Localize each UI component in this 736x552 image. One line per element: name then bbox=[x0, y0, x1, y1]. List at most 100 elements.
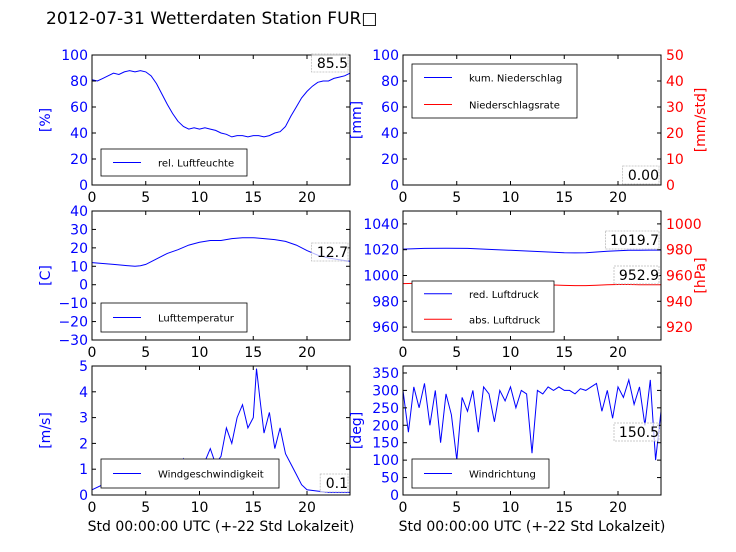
legend-label: kum. Niederschlag bbox=[469, 74, 562, 85]
y-axis-label-right: [mm/std] bbox=[693, 88, 709, 153]
legend-label: Windrichtung bbox=[469, 470, 536, 481]
y-tick-label: −20 bbox=[58, 315, 88, 331]
y-tick-label: 150 bbox=[372, 436, 399, 452]
legend-box bbox=[411, 63, 578, 119]
y-tick-label: 20 bbox=[381, 152, 399, 168]
legend: Windrichtung bbox=[411, 458, 550, 489]
y-tick-label: 100 bbox=[372, 48, 399, 64]
x-tick-label: 15 bbox=[244, 190, 262, 206]
y-tick-label: 100 bbox=[372, 453, 399, 469]
x-tick-label: 0 bbox=[399, 190, 408, 206]
legend: Windgeschwindigkeit bbox=[100, 458, 280, 489]
x-tick-label: 5 bbox=[452, 345, 461, 361]
y-tick-label-right: 960 bbox=[666, 269, 693, 285]
chart-panel-4: 0 5 10 15 20 960 980 1000 1020 1040 920 940 960 980 10… bbox=[363, 210, 709, 361]
y-axis-label: [deg] bbox=[349, 412, 365, 449]
legend: Lufttemperatur bbox=[100, 302, 248, 333]
chart-panel-1: 0 5 10 15 20 0 20 40 60 80 100 [%] rel. Luftfeuchte 8… bbox=[38, 48, 351, 206]
y-tick-label: 40 bbox=[381, 126, 399, 142]
x-tick-label: 0 bbox=[88, 345, 97, 361]
y-tick-label: 20 bbox=[70, 152, 88, 168]
current-value-label-box bbox=[622, 165, 660, 185]
x-axis-label: Std 00:00:00 UTC (+-22 Std Lokalzeit) bbox=[399, 519, 666, 535]
y-tick-label: 0 bbox=[390, 178, 399, 194]
x-tick-label: 20 bbox=[298, 500, 316, 516]
x-tick-label: 20 bbox=[298, 345, 316, 361]
legend-label: abs. Luftdruck bbox=[469, 315, 540, 326]
x-tick-label: 15 bbox=[555, 500, 573, 516]
y-tick-label: 200 bbox=[372, 418, 399, 434]
series-line-6-1 bbox=[403, 377, 661, 461]
current-value-label: 150.5 bbox=[619, 425, 659, 441]
y-tick-label: 60 bbox=[70, 100, 88, 116]
axes-frame bbox=[91, 54, 351, 186]
x-axis-label: Std 00:00:00 UTC (+-22 Std Lokalzeit) bbox=[88, 519, 355, 535]
axes-frame bbox=[402, 54, 662, 186]
y-tick-label: 5 bbox=[79, 359, 88, 375]
y-tick-label-right: 0 bbox=[666, 178, 675, 194]
x-tick-label: 20 bbox=[609, 345, 627, 361]
current-value-label: 1019.7 bbox=[610, 233, 659, 249]
x-tick-label: 10 bbox=[502, 345, 520, 361]
x-tick-label: 5 bbox=[452, 190, 461, 206]
current-value-label-box bbox=[319, 473, 349, 493]
y-tick-label: 0 bbox=[79, 178, 88, 194]
chart-panel-3: 0 5 10 15 20 −30 −20 −10 0 10 20 30 40 [C] Lufttempera… bbox=[38, 204, 351, 361]
y-tick-label: 1040 bbox=[363, 217, 399, 233]
current-value-label-box bbox=[311, 53, 349, 73]
x-tick-label: 0 bbox=[88, 500, 97, 516]
current-value-label-2: 952.9 bbox=[619, 268, 659, 284]
y-tick-label-right: 920 bbox=[666, 320, 693, 336]
y-tick-label-right: 20 bbox=[666, 126, 684, 142]
y-tick-label: 350 bbox=[372, 366, 399, 382]
y-tick-label: −30 bbox=[58, 333, 88, 349]
y-tick-label: 0 bbox=[79, 488, 88, 504]
chart-panel-5: 0 5 10 15 20 0 1 2 3 4 5 [m/s] Std 00:00:00 UTC (+-2… bbox=[38, 359, 354, 535]
series-line-1-1 bbox=[92, 70, 350, 138]
y-tick-label-right: 1000 bbox=[666, 217, 702, 233]
y-tick-label-right: 10 bbox=[666, 152, 684, 168]
legend: rel. Luftfeuchte bbox=[100, 148, 248, 177]
y-tick-label: 1 bbox=[79, 462, 88, 478]
x-tick-label: 20 bbox=[609, 500, 627, 516]
y-axis-label: [C] bbox=[38, 265, 54, 286]
x-tick-label: 20 bbox=[609, 190, 627, 206]
x-tick-label: 10 bbox=[502, 190, 520, 206]
y-tick-label: 80 bbox=[70, 74, 88, 90]
series-line-3-1 bbox=[92, 237, 350, 267]
y-tick-label: 10 bbox=[70, 259, 88, 275]
x-tick-label: 15 bbox=[555, 345, 573, 361]
x-tick-label: 10 bbox=[191, 190, 209, 206]
y-tick-label: 100 bbox=[61, 48, 88, 64]
x-tick-label: 15 bbox=[244, 500, 262, 516]
y-axis-label: [%] bbox=[38, 108, 54, 132]
y-tick-label: 2 bbox=[79, 436, 88, 452]
y-tick-label: −10 bbox=[58, 296, 88, 312]
y-tick-label: 0 bbox=[79, 278, 88, 294]
current-value-label: 12.7 bbox=[317, 245, 348, 261]
y-tick-label-right: 940 bbox=[666, 294, 693, 310]
axes-frame bbox=[91, 210, 351, 341]
x-tick-label: 10 bbox=[502, 500, 520, 516]
y-axis-label: [m/s] bbox=[38, 412, 54, 449]
current-value-label: 0.00 bbox=[628, 168, 659, 184]
current-value-label-box bbox=[605, 230, 660, 250]
x-tick-label: 0 bbox=[399, 500, 408, 516]
x-tick-label: 15 bbox=[244, 345, 262, 361]
current-value-label: 0.1 bbox=[326, 476, 348, 492]
x-tick-label: 10 bbox=[191, 345, 209, 361]
y-tick-label: 30 bbox=[70, 222, 88, 238]
x-tick-label: 5 bbox=[452, 500, 461, 516]
x-tick-label: 10 bbox=[191, 500, 209, 516]
legend-label: rel. Luftfeuchte bbox=[158, 159, 234, 170]
page-title: 2012-07-31 Wetterdaten Station FUR□ bbox=[46, 9, 378, 29]
y-tick-label: 300 bbox=[372, 383, 399, 399]
current-value-label-box bbox=[311, 242, 349, 262]
legend-box bbox=[411, 280, 555, 333]
chart-panel-2: 0 5 10 15 20 0 20 40 60 80 100 [mm] 0 10 20 30 40 50 [mm/s… bbox=[349, 48, 709, 206]
y-tick-label-right: 50 bbox=[666, 48, 684, 64]
legend: kum. Niederschlag Niederschlagsrate bbox=[411, 63, 578, 119]
x-tick-label: 5 bbox=[141, 500, 150, 516]
